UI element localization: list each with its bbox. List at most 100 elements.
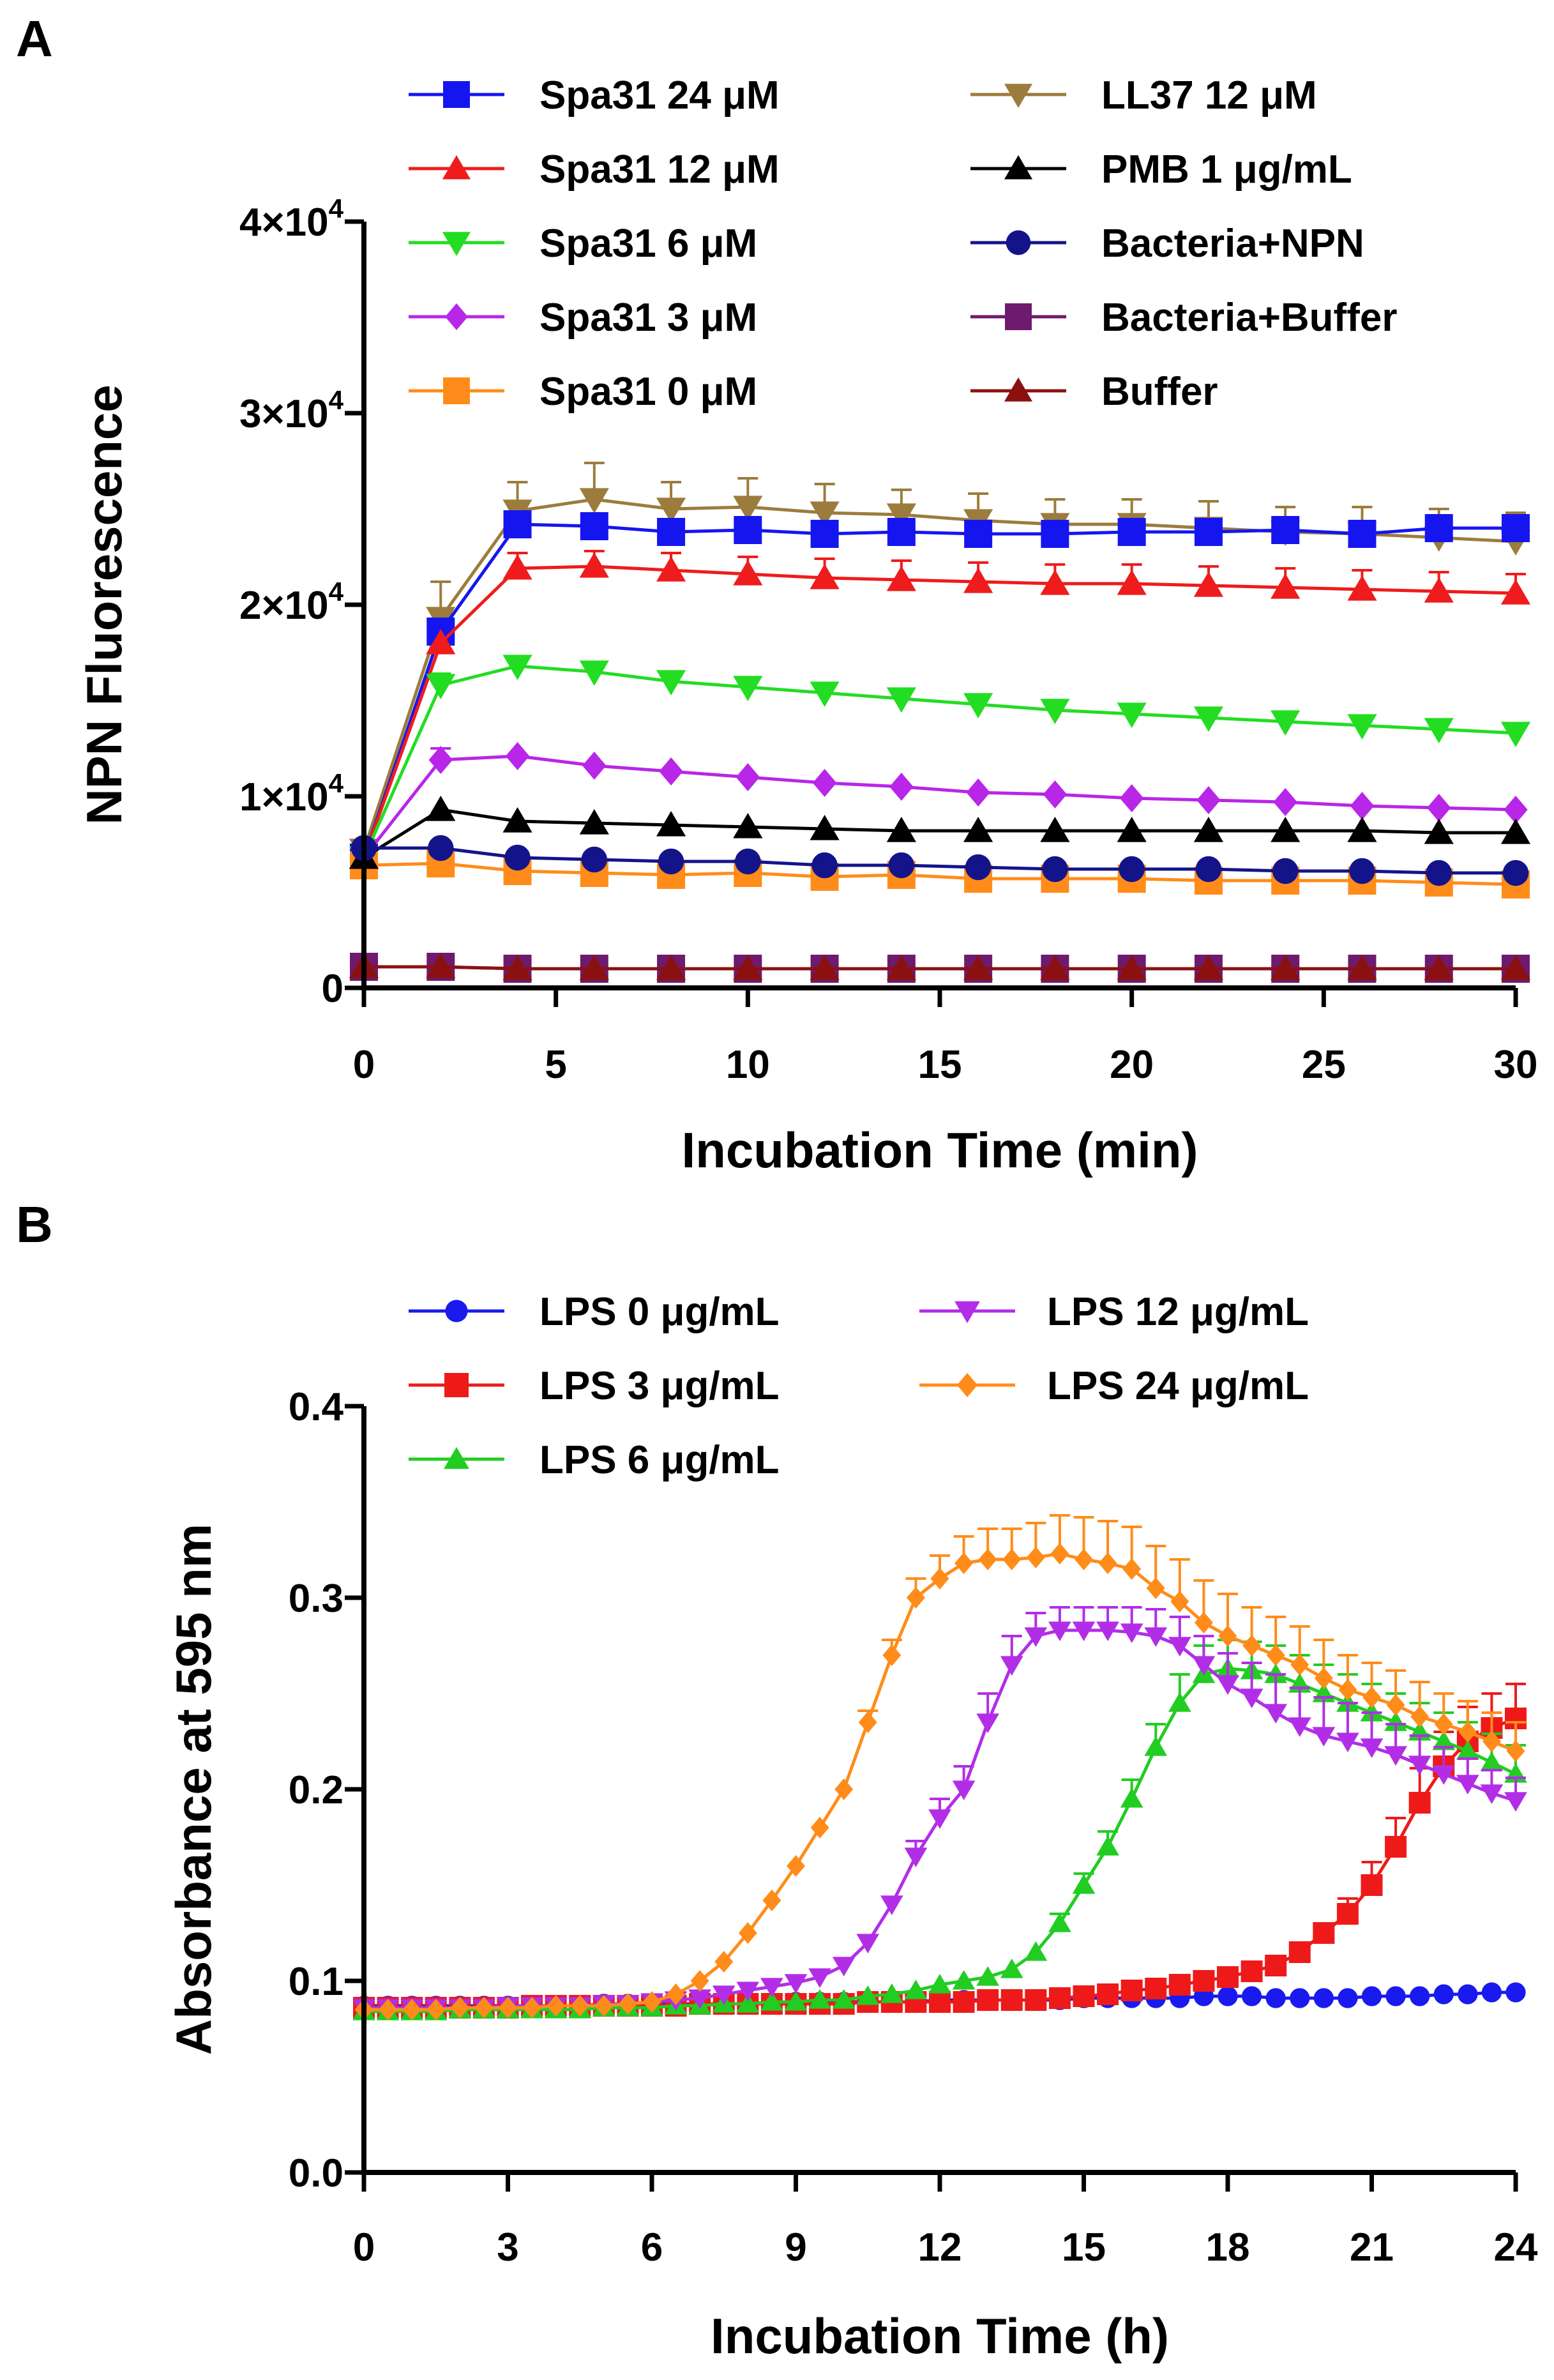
panel-a-data-point xyxy=(428,746,453,774)
panel-b-data-point xyxy=(808,1968,831,1988)
panel-b-y-tick-mantissa: 0.1 xyxy=(289,1960,343,2004)
panel-a-data-point xyxy=(580,512,608,540)
panel-a-legend-label: Spa31 6 μM xyxy=(539,222,757,266)
panel-b-data-point xyxy=(1314,1667,1333,1689)
panel-a-data-point xyxy=(581,846,608,873)
panel-b-x-tick-label: 0 xyxy=(353,2225,375,2270)
panel-b-data-point xyxy=(1482,1731,1501,1752)
panel-a-data-point xyxy=(426,796,456,821)
panel-a-data-point xyxy=(735,848,761,875)
panel-a-data-point xyxy=(1424,514,1453,542)
panel-b-data-point xyxy=(760,1991,783,2011)
panel-b-data-point xyxy=(426,1999,446,2020)
panel-a-legend-item: Bacteria+Buffer xyxy=(970,296,1397,340)
panel-b-data-point xyxy=(1266,1644,1285,1666)
panel-a-data-point xyxy=(811,852,838,879)
panel-a-data-point xyxy=(1502,514,1530,542)
panel-b-y-tick-label: 0.3 xyxy=(289,1577,343,1621)
panel-a-series-pmb-1-g-ml xyxy=(349,796,1531,869)
panel-a-data-point xyxy=(426,629,456,655)
panel-b-data-point xyxy=(714,1951,734,1973)
panel-b-data-point xyxy=(1218,1625,1237,1647)
panel-a-series-line xyxy=(362,522,1516,858)
panel-b-data-point xyxy=(1313,1988,1334,2008)
panel-a-data-point xyxy=(657,518,686,546)
panel-a-data-point xyxy=(889,773,914,801)
panel-b-data-point xyxy=(930,1568,949,1589)
panel-a-data-point xyxy=(810,520,839,548)
panel-a-data-point xyxy=(810,681,840,707)
panel-a-data-point xyxy=(656,811,686,837)
panel-b-data-point xyxy=(1000,1656,1023,1676)
panel-a-legend-item: Spa31 12 μM xyxy=(409,148,780,192)
panel-a-y-tick-label: 4×104 xyxy=(239,193,344,245)
panel-a-x-tick-label: 25 xyxy=(1302,1043,1346,1087)
panel-b-data-point xyxy=(1050,1543,1069,1565)
panel-b-data-point xyxy=(690,1970,709,1992)
panel-b-data-point xyxy=(978,1549,997,1570)
panel-b-x-tick-label: 21 xyxy=(1350,2225,1394,2270)
panel-b-data-point xyxy=(929,1991,951,2013)
panel-b-data-point xyxy=(1192,1656,1216,1676)
panel-b-data-point xyxy=(402,1999,421,2020)
panel-a-data-point xyxy=(1196,786,1221,814)
panel-a-data-point xyxy=(426,953,456,978)
panel-a-legend-item: Spa31 24 μM xyxy=(409,73,780,117)
panel-a-data-point xyxy=(1193,817,1224,842)
panel-a-data-point xyxy=(1041,520,1069,548)
panel-b-data-point xyxy=(1408,1792,1431,1814)
panel-b-x-tick-label: 9 xyxy=(785,2225,806,2270)
panel-a-series-line xyxy=(363,861,1516,886)
panel-a-data-point xyxy=(1347,714,1377,739)
panel-b-data-point xyxy=(1458,1984,1478,2005)
panel-b-x-tick-label: 12 xyxy=(918,2225,962,2270)
panel-b-data-point xyxy=(1410,1706,1430,1727)
panel-b-data-point xyxy=(1072,1621,1096,1641)
panel-b-data-point xyxy=(1216,1675,1239,1695)
panel-b-data-point xyxy=(1410,1986,1430,2006)
panel-b-data-point xyxy=(856,1934,880,1953)
panel-b-data-point xyxy=(882,1644,901,1666)
panel-a-y-tick-exponent: 4 xyxy=(329,385,344,415)
panel-b-data-point xyxy=(1433,1984,1454,2005)
panel-b-data-point xyxy=(1360,1738,1384,1758)
panel-a-legend-item: Spa31 0 μM xyxy=(409,370,757,414)
panel-b-data-point xyxy=(1481,1982,1502,2003)
panel-b-x-tick-label: 18 xyxy=(1206,2225,1250,2270)
panel-a-data-point xyxy=(1424,819,1454,844)
panel-a-data-point xyxy=(963,568,993,593)
panel-b-data-point xyxy=(1265,1988,1286,2008)
panel-a-series-line xyxy=(364,846,1516,875)
panel-a-legend-label: Spa31 12 μM xyxy=(539,148,780,192)
panel-b-data-point xyxy=(1048,1913,1071,1932)
panel-a-data-point xyxy=(1347,817,1377,842)
panel-a-data-point xyxy=(502,655,532,680)
panel-b-data-point xyxy=(1432,1765,1456,1785)
panel-a-y-tick-mantissa: 4×10 xyxy=(239,201,329,245)
panel-b-data-point xyxy=(832,1957,856,1976)
panel-b-legend-marker xyxy=(954,1301,980,1323)
panel-b-data-point xyxy=(1336,1732,1359,1752)
panel-a-series-line xyxy=(363,808,1516,860)
panel-a-y-tick-label: 1×104 xyxy=(239,768,344,819)
panel-a-data-point xyxy=(812,769,837,797)
panel-b-data-point xyxy=(1146,1577,1165,1599)
panel-a-data-point xyxy=(1426,860,1452,886)
panel-b-data-point xyxy=(976,1966,1000,1986)
panel-a-data-point xyxy=(966,778,990,807)
panel-b-data-point xyxy=(1144,1627,1168,1647)
panel-a-legend-marker xyxy=(443,377,470,404)
panel-b-data-point xyxy=(1458,1721,1477,1743)
panel-b-data-point xyxy=(1218,1986,1238,2006)
panel-a-data-point xyxy=(1350,792,1375,820)
panel-a-data-point xyxy=(1193,706,1224,732)
panel-a-legend-marker xyxy=(443,81,470,108)
panel-b-data-point xyxy=(787,1855,805,1877)
panel-b-data-point xyxy=(522,1997,541,2019)
panel-b-data-point xyxy=(1048,1987,1071,2009)
panel-b-data-point xyxy=(1480,1784,1504,1804)
panel-a-legend-item: Buffer xyxy=(970,370,1218,414)
panel-b-data-point xyxy=(1504,1792,1527,1812)
panel-b-data-point xyxy=(1385,1986,1406,2006)
